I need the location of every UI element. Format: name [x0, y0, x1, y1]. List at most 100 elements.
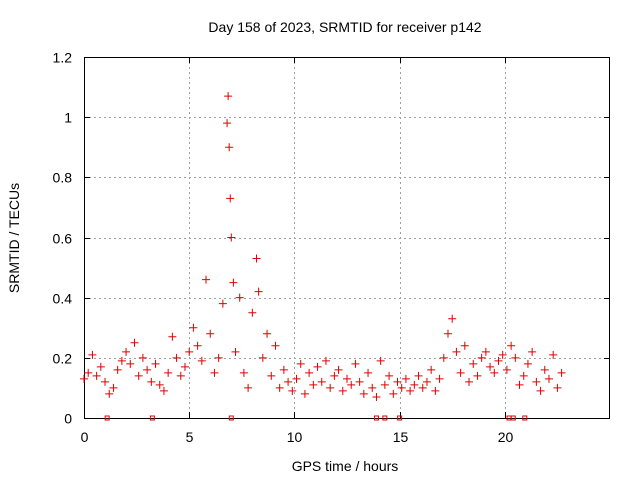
data-point [168, 332, 177, 341]
data-point [528, 347, 537, 356]
data-point [252, 254, 261, 263]
y-tick-label: 1.2 [53, 50, 73, 66]
data-point [309, 380, 318, 389]
x-tick-labels: 0 5 10 15 20 [81, 429, 514, 445]
data-point [481, 347, 490, 356]
x-tick-label: 20 [498, 429, 514, 445]
data-point [275, 383, 284, 392]
data-point [364, 368, 373, 377]
data-point [292, 374, 301, 383]
data-point [202, 275, 211, 284]
data-point [427, 365, 436, 374]
x-tick-label: 0 [81, 429, 89, 445]
data-point [519, 371, 528, 380]
data-point [172, 353, 181, 362]
zero-marker [510, 415, 516, 421]
data-point [271, 341, 280, 350]
data-point [300, 389, 309, 398]
data-point [244, 383, 253, 392]
data-point [231, 347, 240, 356]
data-point [180, 362, 189, 371]
data-point [84, 368, 93, 377]
data-points [80, 92, 566, 421]
zero-marker [228, 415, 234, 421]
data-point [210, 368, 219, 377]
data-point [490, 368, 499, 377]
data-point [330, 371, 339, 380]
data-point [406, 386, 415, 395]
data-point [460, 341, 469, 350]
data-point [109, 383, 118, 392]
data-point [422, 377, 431, 386]
data-point [317, 377, 326, 386]
data-point [372, 392, 381, 401]
data-point [143, 365, 152, 374]
data-point [477, 353, 486, 362]
data-point [239, 368, 248, 377]
data-point [189, 323, 198, 332]
y-axis-label: SRMTID / TECUs [6, 183, 22, 293]
data-point [193, 341, 202, 350]
data-point [498, 350, 507, 359]
x-tick-label: 10 [287, 429, 303, 445]
data-point [343, 374, 351, 383]
y-tick-labels: 0 0.2 0.4 0.6 0.8 1 1.2 [53, 50, 73, 427]
data-point [164, 368, 173, 377]
y-tick-label: 0.2 [53, 351, 73, 367]
y-tick-label: 0.4 [53, 291, 73, 307]
chart-title: Day 158 of 2023, SRMTID for receiver p14… [208, 19, 481, 35]
data-point [279, 365, 288, 374]
data-point [227, 233, 236, 242]
data-point [494, 356, 503, 365]
data-point [92, 371, 101, 380]
data-point [469, 359, 478, 368]
data-point [197, 356, 206, 365]
data-point [248, 308, 257, 317]
data-point [122, 347, 131, 356]
data-point [523, 359, 532, 368]
zero-marker [382, 415, 388, 421]
data-point [155, 380, 164, 389]
data-point [214, 353, 223, 362]
y-tick-label: 0 [64, 411, 72, 427]
data-point [105, 389, 114, 398]
data-point [88, 350, 97, 359]
data-point [380, 380, 389, 389]
data-point [368, 383, 377, 392]
y-tick-label: 0.8 [53, 170, 73, 186]
x-axis-label: GPS time / hours [292, 458, 399, 474]
data-point [452, 347, 461, 356]
data-point [113, 365, 122, 374]
data-point [96, 362, 105, 371]
data-point [393, 377, 402, 386]
data-point [540, 365, 549, 374]
grid-lines [84, 57, 610, 418]
data-point [284, 377, 293, 386]
data-point [151, 359, 160, 368]
data-point [305, 368, 314, 377]
data-point [206, 329, 215, 338]
data-point [254, 287, 263, 296]
data-point [511, 353, 520, 362]
data-point [389, 389, 398, 398]
data-point [557, 368, 566, 377]
zero-marker [397, 415, 403, 421]
data-point [507, 341, 516, 350]
data-point [126, 359, 135, 368]
data-point [288, 386, 297, 395]
data-point [448, 314, 457, 323]
data-point [338, 386, 347, 395]
data-point [515, 380, 524, 389]
data-point [224, 92, 233, 101]
data-point [147, 377, 156, 386]
data-point [235, 293, 244, 302]
data-point [225, 143, 234, 152]
y-tick-label: 1 [64, 110, 72, 126]
data-point [258, 353, 267, 362]
data-point [465, 377, 474, 386]
data-point [351, 359, 360, 368]
data-point [385, 371, 394, 380]
data-point [138, 353, 147, 362]
data-point [218, 299, 227, 308]
